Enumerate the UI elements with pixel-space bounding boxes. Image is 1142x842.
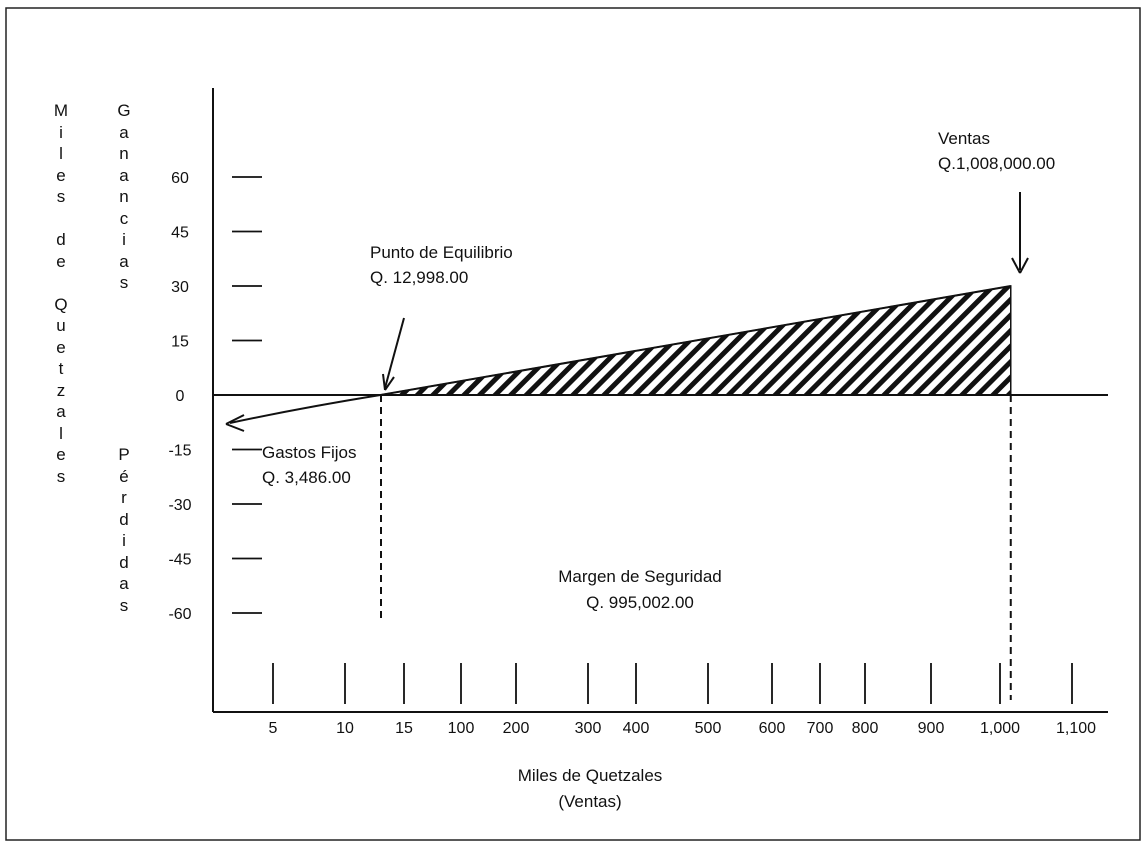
- x-tick-label: 400: [623, 720, 650, 737]
- x-tick-label: 1,000: [980, 720, 1020, 737]
- loss-arrowhead: [225, 414, 245, 432]
- x-tick-label: 15: [395, 720, 413, 737]
- profit-line: [380, 285, 1011, 396]
- ventas-value: Q.1,008,000.00: [938, 154, 1056, 173]
- y-tick-label: 60: [171, 170, 189, 187]
- loss-line: [229, 394, 381, 424]
- y-tick-label: 0: [176, 388, 185, 405]
- margen-seguridad-label: Margen de Seguridad: [558, 567, 722, 586]
- x-tick-label: 1,100: [1056, 720, 1096, 737]
- ventas-arrowhead: [1011, 257, 1029, 274]
- punto-equilibrio-value: Q. 12,998.00: [370, 268, 469, 287]
- x-tick-label: 100: [448, 720, 475, 737]
- y-tick-label: -30: [168, 497, 191, 514]
- breakeven-arrowhead: [382, 373, 395, 391]
- punto-equilibrio-label: Punto de Equilibrio: [370, 243, 513, 262]
- y-tick-label: -60: [168, 606, 191, 623]
- x-tick-label: 600: [759, 720, 786, 737]
- x-tick-label: 10: [336, 720, 354, 737]
- x-tick-label: 300: [575, 720, 602, 737]
- x-axis-title: Miles de Quetzales: [517, 766, 663, 785]
- y-tick-label: 30: [171, 279, 189, 296]
- x-tick-label: 200: [503, 720, 530, 737]
- x-tick-label: 900: [918, 720, 945, 737]
- y-tick-label: 15: [171, 334, 189, 351]
- y-tick-label: 45: [171, 225, 189, 242]
- y-tick-label: -15: [168, 443, 191, 460]
- x-tick-label: 800: [852, 720, 879, 737]
- gastos-fijos-label: Gastos Fijos: [262, 443, 357, 462]
- x-tick-label: 700: [807, 720, 834, 737]
- margen-seguridad-value: Q. 995,002.00: [586, 593, 694, 612]
- x-tick-label: 5: [269, 720, 278, 737]
- outer-border: [5, 7, 1141, 841]
- ventas-label: Ventas: [938, 129, 990, 148]
- breakeven-arrow: [384, 317, 405, 389]
- x-axis-subtitle: (Ventas): [558, 792, 622, 811]
- y-tick-label: -45: [168, 552, 191, 569]
- x-tick-label: 500: [695, 720, 722, 737]
- gastos-fijos-value: Q. 3,486.00: [262, 468, 351, 487]
- plot-layer: 60 45 30 15 0 -15 -30 -45 -60 5 10 15 100 200 300 400 50…: [168, 88, 1108, 737]
